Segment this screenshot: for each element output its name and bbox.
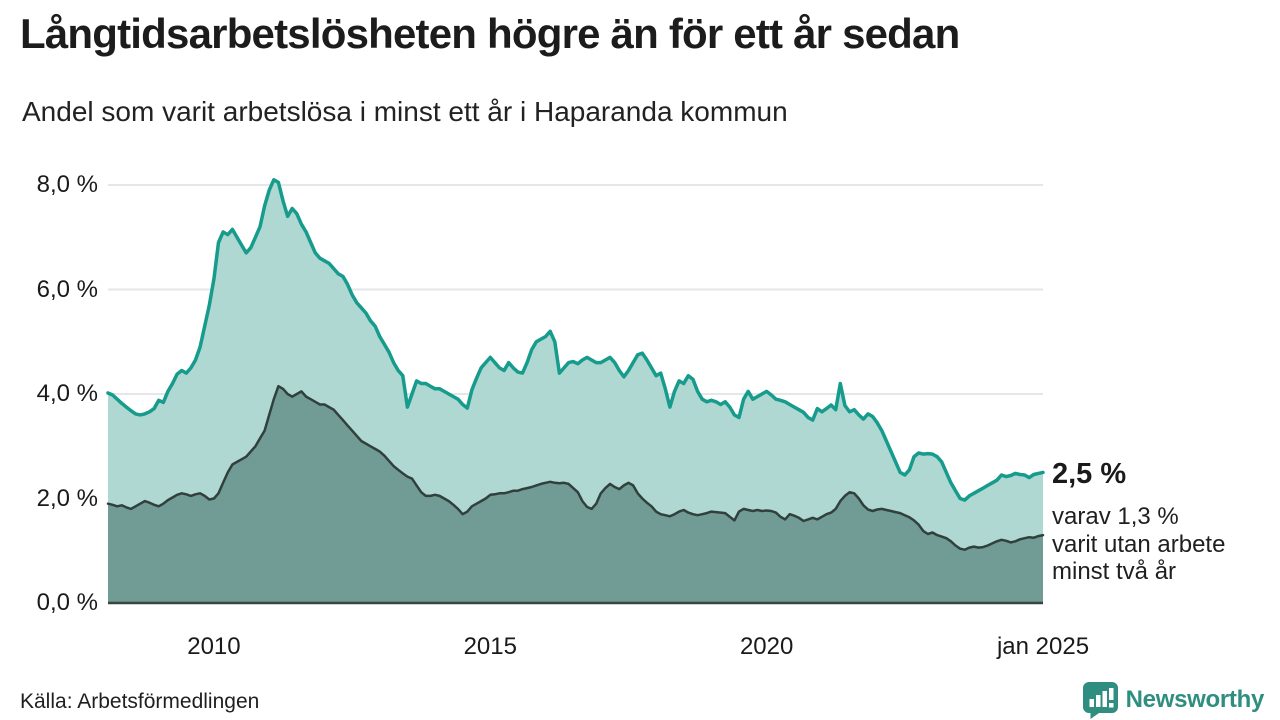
series-line-minst-tva-ar <box>106 384 1045 551</box>
y-tick-label: 0,0 % <box>36 589 98 616</box>
annotation-line-1: varav 1,3 % <box>1052 503 1179 530</box>
newsworthy-bubble-icon <box>1082 681 1119 719</box>
chart-subtitle: Andel som varit arbetslösa i minst ett å… <box>22 96 788 127</box>
y-tick-label: 2,0 % <box>36 484 98 512</box>
end-value-annotation: 2,5 % varav 1,3 % varit utan arbete mins… <box>1052 458 1272 586</box>
y-tick-label: 6,0 % <box>36 275 98 303</box>
end-value-label: 2,5 % <box>1052 458 1127 490</box>
x-tick-label: jan 2025 <box>996 633 1090 660</box>
annotation-line-2: varit utan arbete <box>1052 530 1226 558</box>
x-tick-label: 2010 <box>187 633 241 660</box>
source-credit: Källa: Arbetsförmedlingen <box>20 690 260 713</box>
annotation-line-3: minst två år <box>1052 558 1177 585</box>
series-area-minst-tva-ar <box>108 386 1043 603</box>
y-tick-label: 4,0 % <box>36 380 98 407</box>
x-tick-label: 2020 <box>739 633 794 660</box>
newsworthy-logo: Newsworthy <box>1082 681 1264 719</box>
y-tick-label: 8,0 % <box>36 171 98 198</box>
newsworthy-wordmark: Newsworthy <box>1125 686 1265 713</box>
page-title: Långtidsarbetslösheten högre än för ett … <box>20 10 960 57</box>
series-line-minst-ett-ar <box>106 178 1045 502</box>
x-tick-label: 2015 <box>463 633 517 660</box>
